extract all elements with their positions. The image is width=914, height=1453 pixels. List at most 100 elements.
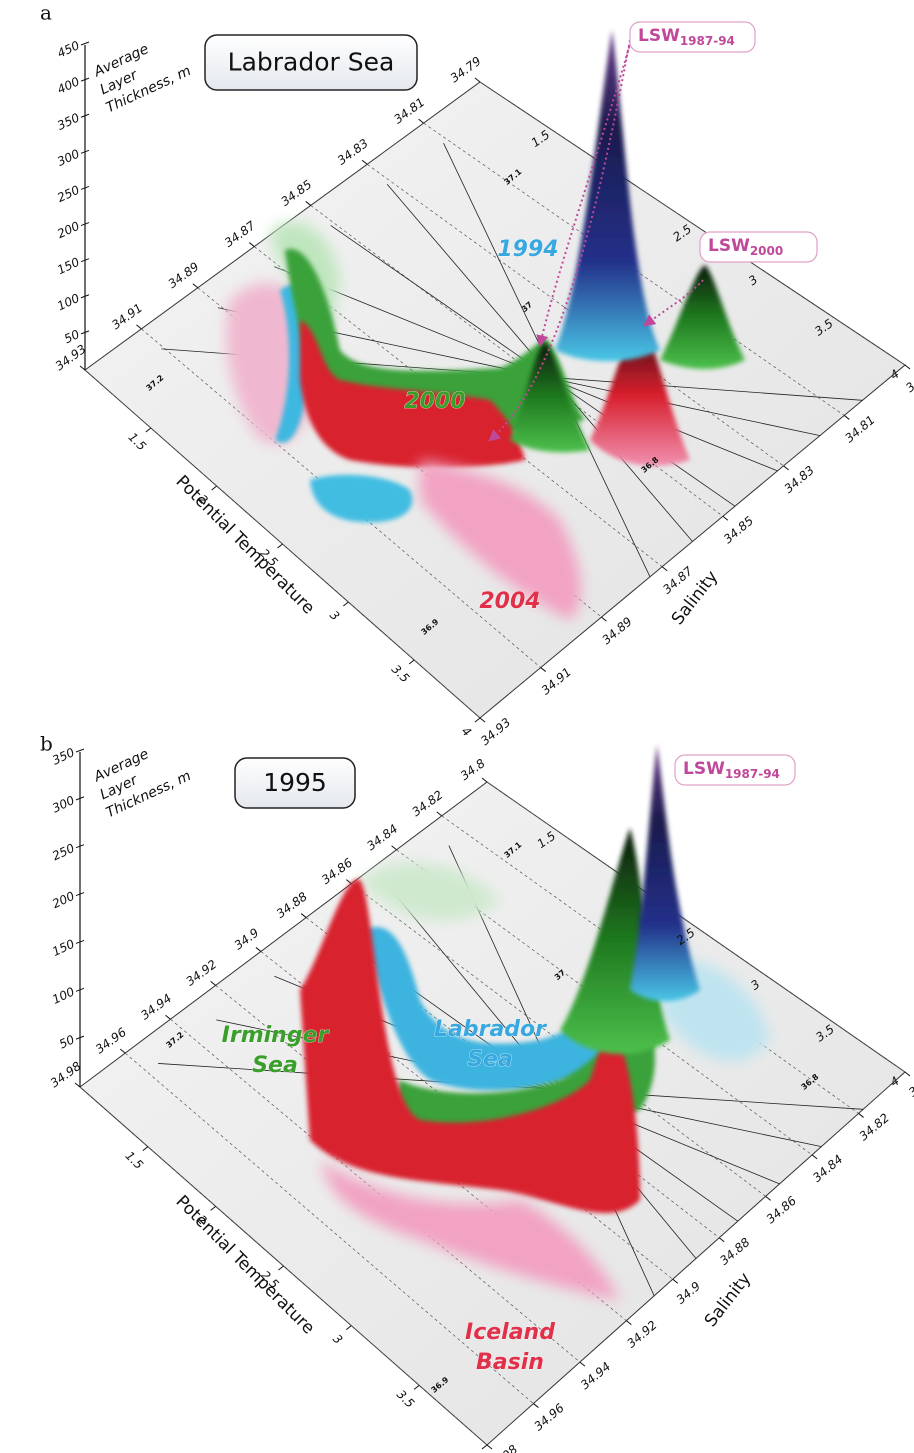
tick-mark xyxy=(343,601,349,607)
tick-mark xyxy=(300,913,307,918)
z-tick-label: 100 xyxy=(50,984,77,1007)
tick-mark xyxy=(718,1237,725,1243)
tick-mark xyxy=(75,796,85,801)
tick-mark xyxy=(80,149,90,154)
lsw-subscript: 1987-94 xyxy=(725,767,780,781)
tick-mark xyxy=(540,667,547,672)
tick-mark xyxy=(783,465,789,471)
tick-mark xyxy=(74,1082,81,1088)
fringe xyxy=(360,862,500,921)
z-tick-label: 150 xyxy=(50,936,77,959)
salinity-tick-label: 34.96 xyxy=(531,1401,567,1434)
title-box xyxy=(204,34,418,91)
tick-mark xyxy=(80,185,90,190)
tick-mark xyxy=(75,748,85,753)
z-tick-label: 250 xyxy=(50,841,77,864)
z-tick-label: 350 xyxy=(50,745,77,768)
salinity-axis-title: Salinity xyxy=(701,1269,755,1331)
lsw-box xyxy=(674,754,796,786)
tick-mark xyxy=(672,1278,679,1284)
lsw-box xyxy=(629,21,756,53)
region-label: Sea xyxy=(467,1047,513,1072)
title-box xyxy=(234,757,356,809)
region-label: Irminger xyxy=(222,1023,330,1048)
tick-mark xyxy=(843,415,850,420)
tick-mark xyxy=(80,41,90,46)
lsw-box xyxy=(699,231,818,263)
tick-mark xyxy=(413,1384,420,1390)
region-label: Iceland xyxy=(465,1320,555,1345)
tick-mark xyxy=(192,283,199,289)
tick-mark xyxy=(248,242,255,247)
region-label: 2004 xyxy=(479,589,540,614)
tick-mark xyxy=(278,1265,284,1271)
tick-mark xyxy=(210,1205,216,1211)
tick-mark xyxy=(533,1403,539,1408)
temperature-tick-label: 4 xyxy=(459,724,474,739)
tick-mark xyxy=(80,294,90,299)
tick-mark xyxy=(277,543,283,549)
tick-mark xyxy=(811,1154,818,1160)
salinity-tick-label: 34.79 xyxy=(903,362,914,395)
z-tick-label: 200 xyxy=(55,219,82,242)
temperature-tick-label: 3.5 xyxy=(394,1387,417,1410)
region-label: Labrador xyxy=(434,1017,547,1042)
grid-line xyxy=(366,164,784,467)
tick-mark xyxy=(136,324,142,330)
tick-mark xyxy=(75,939,85,944)
tick-mark xyxy=(486,1444,493,1450)
panel-label: a xyxy=(40,1,52,25)
tick-mark xyxy=(904,364,911,370)
tick-mark xyxy=(361,159,368,165)
salinity-tick-label: 34.9 xyxy=(674,1279,703,1307)
cyan-patch xyxy=(310,474,413,523)
surface xyxy=(226,30,745,620)
grid-line xyxy=(486,781,906,1073)
tick-mark xyxy=(346,879,352,885)
tick-mark xyxy=(145,427,152,433)
region-label: Sea xyxy=(252,1053,298,1078)
tick-mark xyxy=(75,892,85,897)
temperature-tick-label: 4 xyxy=(466,1451,481,1453)
panel-title: Labrador Sea xyxy=(228,48,395,77)
tick-mark xyxy=(80,113,90,118)
peak-navy xyxy=(630,745,700,1002)
tick-mark xyxy=(346,1325,352,1331)
pink-fringe xyxy=(320,1160,620,1300)
tick-mark xyxy=(211,485,217,491)
region-label: 1994 xyxy=(497,237,558,262)
grid-line xyxy=(260,951,673,1280)
tick-mark xyxy=(119,1048,126,1054)
tick-mark xyxy=(142,1146,149,1152)
tick-mark xyxy=(579,1361,586,1367)
region-label: 2000 xyxy=(404,389,465,414)
panel-label: b xyxy=(40,732,53,756)
z-tick-label: 400 xyxy=(55,74,82,97)
arrow xyxy=(536,36,633,348)
z-tick-label: 300 xyxy=(50,793,77,816)
peak-green-right xyxy=(660,265,745,369)
peak-green xyxy=(560,828,670,1054)
tick-mark xyxy=(722,515,729,521)
temperature-tick-label: 1.5 xyxy=(125,430,148,453)
tick-mark xyxy=(765,1195,771,1201)
lsw-subscript: 2000 xyxy=(750,244,783,258)
salinity-tick-label: 34.8 xyxy=(906,1071,914,1099)
grid-line xyxy=(479,81,906,366)
grid-line xyxy=(170,1018,581,1363)
tick-mark xyxy=(80,330,90,335)
region-label: Basin xyxy=(476,1350,544,1375)
lsw-main: LSW xyxy=(683,759,725,779)
tick-mark xyxy=(601,616,607,622)
tick-mark xyxy=(858,1113,864,1118)
cyan-ribbon xyxy=(365,927,637,1091)
z-tick-label: 150 xyxy=(55,255,82,278)
tick-mark xyxy=(165,1014,171,1020)
grid-line xyxy=(441,815,859,1114)
lsw-label: LSW2000 xyxy=(708,236,783,258)
z-tick-label: 100 xyxy=(55,291,82,314)
tick-mark xyxy=(75,844,85,849)
z-tick-label: 350 xyxy=(55,110,82,133)
z-tick-label: 50 xyxy=(57,1032,77,1051)
